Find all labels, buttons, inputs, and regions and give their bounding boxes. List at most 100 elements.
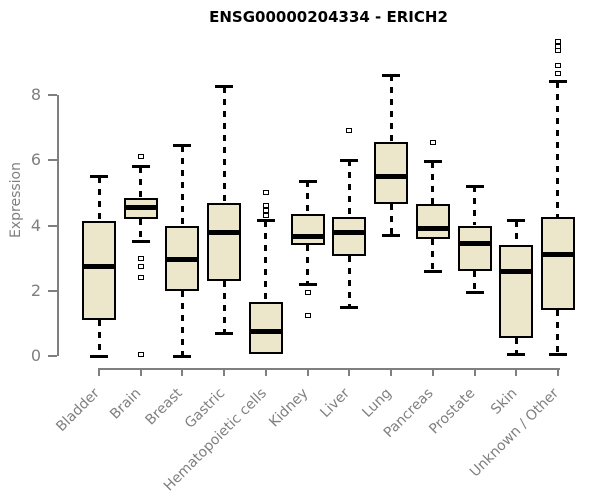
upper-whisker-line-lung xyxy=(389,75,393,143)
y-tick-label: 6 xyxy=(30,150,41,170)
x-tick xyxy=(515,368,518,376)
x-tick xyxy=(431,368,434,376)
lower-whisker-cap-prostate xyxy=(465,290,484,294)
lower-whisker-cap-breast xyxy=(173,354,192,358)
upper-whisker-cap-bladder xyxy=(90,175,108,179)
outlier-point-brain xyxy=(137,263,144,269)
x-tick xyxy=(390,368,393,376)
lower-whisker-cap-liver xyxy=(340,305,359,309)
upper-whisker-cap-liver xyxy=(340,158,359,162)
y-tick xyxy=(48,355,57,357)
outlier-point-brain xyxy=(137,154,144,160)
median-line-liver xyxy=(332,229,367,235)
lower-whisker-line-bladder xyxy=(97,320,101,356)
median-line-gastric xyxy=(207,229,242,235)
lower-whisker-line-skin xyxy=(514,338,518,355)
median-line-breast xyxy=(165,257,200,263)
lower-whisker-line-prostate xyxy=(473,271,477,293)
x-tick xyxy=(139,368,142,376)
upper-whisker-line-bladder xyxy=(97,176,101,221)
x-tick xyxy=(264,368,267,376)
median-line-kidney xyxy=(290,234,325,240)
box-bladder xyxy=(82,220,116,321)
chart-title: ENSG00000204334 - ERICH2 xyxy=(209,8,448,26)
median-line-hematopoietic-cells xyxy=(248,329,283,335)
x-tick xyxy=(98,368,100,376)
lower-whisker-cap-lung xyxy=(382,233,401,237)
outlier-point-pancreas xyxy=(429,139,436,145)
x-tick-label-liver: Liver xyxy=(317,385,354,421)
lower-whisker-cap-brain xyxy=(131,240,150,244)
lower-whisker-line-brain xyxy=(139,218,143,242)
upper-whisker-line-brain xyxy=(139,166,143,198)
outlier-point-unknown-other xyxy=(554,71,561,77)
lower-whisker-cap-unknown-other xyxy=(548,352,567,356)
x-tick-label-bladder: Bladder xyxy=(53,385,103,435)
y-tick-label: 8 xyxy=(30,85,41,104)
lower-whisker-line-lung xyxy=(389,204,393,236)
upper-whisker-cap-gastric xyxy=(215,85,234,89)
box-skin xyxy=(499,245,534,339)
lower-whisker-cap-pancreas xyxy=(423,269,442,273)
box-kidney xyxy=(290,214,325,246)
y-tick xyxy=(48,159,57,162)
x-tick xyxy=(473,368,476,376)
lower-whisker-cap-gastric xyxy=(215,331,234,335)
upper-whisker-cap-kidney xyxy=(298,179,317,183)
x-tick xyxy=(306,368,309,376)
lower-whisker-cap-skin xyxy=(507,352,526,356)
outlier-point-brain xyxy=(137,255,144,261)
upper-whisker-cap-brain xyxy=(131,165,150,169)
x-tick xyxy=(556,368,559,376)
outlier-point-brain xyxy=(137,351,144,357)
outlier-point-unknown-other xyxy=(554,48,561,54)
outlier-point-hematopoietic-cells xyxy=(262,208,269,214)
median-line-brain xyxy=(123,205,158,211)
outlier-point-unknown-other xyxy=(554,63,561,69)
upper-whisker-cap-pancreas xyxy=(423,160,442,164)
x-axis-line xyxy=(99,368,560,370)
outlier-point-hematopoietic-cells xyxy=(262,190,269,196)
lower-whisker-line-unknown-other xyxy=(556,310,560,355)
x-tick-label-kidney: Kidney xyxy=(266,385,312,431)
lower-whisker-cap-kidney xyxy=(298,282,317,286)
outlier-point-unknown-other xyxy=(554,43,561,49)
upper-whisker-cap-breast xyxy=(173,144,192,148)
lower-whisker-line-kidney xyxy=(306,245,310,285)
outlier-point-liver xyxy=(346,128,353,134)
upper-whisker-line-unknown-other xyxy=(556,81,560,218)
outlier-point-hematopoietic-cells xyxy=(262,203,269,209)
median-line-skin xyxy=(499,268,534,274)
x-tick xyxy=(223,368,226,376)
lower-whisker-line-gastric xyxy=(222,280,226,334)
upper-whisker-cap-prostate xyxy=(465,184,484,188)
upper-whisker-cap-skin xyxy=(507,219,526,223)
outlier-point-brain xyxy=(137,275,144,281)
lower-whisker-line-breast xyxy=(180,290,184,356)
x-tick-label-lung: Lung xyxy=(359,385,395,421)
y-tick xyxy=(48,94,57,96)
outlier-point-hematopoietic-cells xyxy=(262,213,269,219)
upper-whisker-cap-unknown-other xyxy=(548,80,567,84)
median-line-prostate xyxy=(457,240,492,246)
upper-whisker-line-hematopoietic-cells xyxy=(264,220,268,303)
outlier-point-kidney xyxy=(304,289,311,295)
upper-whisker-cap-lung xyxy=(382,73,401,77)
outlier-point-unknown-other xyxy=(554,38,561,44)
box-gastric xyxy=(207,202,242,281)
median-line-unknown-other xyxy=(540,252,575,258)
y-tick xyxy=(48,224,57,227)
y-tick-label: 4 xyxy=(30,215,41,235)
box-prostate xyxy=(457,225,492,272)
x-tick-label-brain: Brain xyxy=(107,385,145,423)
upper-whisker-line-gastric xyxy=(222,86,226,203)
box-unknown-other xyxy=(540,217,575,311)
outlier-point-kidney xyxy=(304,312,311,318)
x-tick-label-breast: Breast xyxy=(142,385,187,429)
x-tick xyxy=(348,368,351,376)
median-line-lung xyxy=(374,174,409,180)
upper-whisker-line-skin xyxy=(514,220,518,246)
y-tick-label: 2 xyxy=(30,280,41,300)
upper-whisker-line-kidney xyxy=(306,181,310,215)
